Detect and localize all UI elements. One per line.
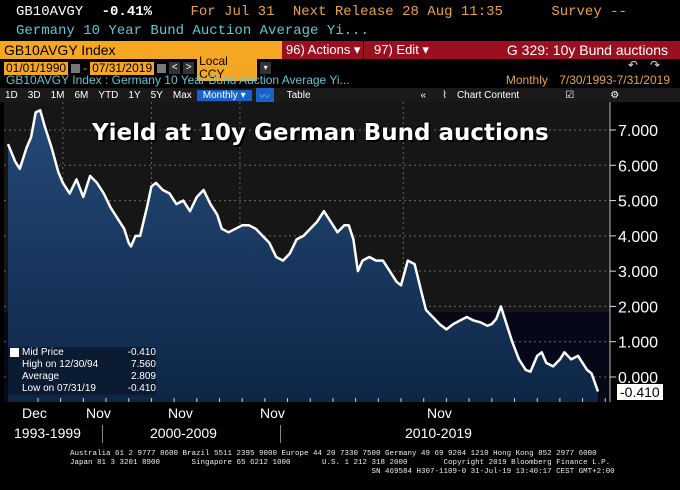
y-tick-label: 6.000	[618, 158, 658, 175]
table-button[interactable]: Table	[286, 89, 311, 101]
collapse-button[interactable]: «	[420, 89, 427, 101]
series-layer	[6, 108, 600, 402]
ticker: GB10AVGY	[16, 4, 84, 20]
ticker-row: GB10AVGY -0.41% For Jul 31 Next Release …	[16, 4, 627, 20]
y-tick-label: 3.000	[618, 264, 658, 281]
footer: Australia 61 2 9777 8600 Brazil 5511 239…	[70, 450, 615, 477]
end-date-input[interactable]: 07/31/2019	[90, 60, 155, 75]
legend-marker-icon	[10, 348, 19, 357]
survey: Survey --	[551, 4, 627, 20]
legend-mid-price: Mid Price -0.410	[8, 347, 156, 359]
last-value-label: -0.410	[617, 384, 663, 400]
command-bar: GB10AVGY Index 96) Actions ▾ 97) Edit ▾ …	[0, 41, 680, 59]
legend-value: -0.410	[127, 383, 156, 394]
y-tick-label: 4.000	[618, 229, 658, 246]
footer-line: Japan 81 3 3201 8900 Singapore 65 6212 1…	[70, 459, 611, 467]
series-area-fill	[8, 110, 598, 402]
info-frequency: Monthly	[505, 73, 548, 87]
x-tick-label: Nov	[86, 405, 111, 421]
x-period-label: 2000-2009	[150, 425, 217, 441]
y-axis: 0.000 1.000 2.000 3.000 4.000 5.000 6.000 7.000	[610, 123, 658, 387]
chart-title: Yield at 10y German Bund auctions	[92, 120, 549, 146]
range-ytd[interactable]: YTD	[98, 89, 119, 101]
info-date-range: 7/30/1993-7/31/2019	[559, 73, 670, 87]
y-tick-label: 2.000	[618, 299, 658, 316]
legend-label: Low on 07/31/19	[22, 383, 96, 394]
range-3d[interactable]: 3D	[27, 89, 41, 101]
actions-menu[interactable]: 96) Actions ▾	[282, 41, 364, 59]
legend-label: High on 12/30/94	[22, 359, 99, 370]
for-label: For Jul 31	[190, 4, 275, 20]
prev-period-button[interactable]: <	[169, 62, 181, 74]
legend: Mid Price -0.410 High on 12/30/94 7.560 Av…	[8, 347, 156, 395]
annotate-icon[interactable]: ☑	[565, 89, 575, 101]
security-input-pad	[210, 41, 282, 59]
y-tick-label: 7.000	[618, 123, 658, 140]
settings-gear-icon[interactable]: ⚙	[610, 89, 620, 101]
security-input[interactable]: GB10AVGY Index	[0, 41, 210, 59]
legend-value: 2.809	[130, 371, 156, 382]
range-6m[interactable]: 6M	[74, 89, 89, 101]
range-max[interactable]: Max	[172, 89, 192, 101]
legend-low: Low on 07/31/19 -0.410	[8, 383, 156, 395]
security-description: Germany 10 Year Bund Auction Average Yi.…	[16, 23, 369, 39]
undo-icon[interactable]: ↶	[627, 58, 638, 72]
currency-select[interactable]: Local CCY	[197, 55, 258, 81]
date-range-bar: 01/01/1990 - 07/31/2019 < > Local CCY ▾	[4, 55, 272, 81]
calendar-icon[interactable]	[71, 63, 81, 73]
range-5y[interactable]: 5Y	[150, 89, 163, 101]
next-release: Next Release 28 Aug 11:35	[292, 4, 503, 20]
range-1d[interactable]: 1D	[5, 89, 18, 101]
date-separator: -	[83, 61, 88, 75]
y-tick-label: 1.000	[618, 335, 658, 352]
chart-content-button[interactable]: Chart Content	[456, 89, 520, 101]
x-period-label: 2010-2019	[405, 425, 472, 441]
period-divider	[102, 425, 103, 443]
x-tick-label: Nov	[260, 405, 285, 421]
line-chart-icon[interactable]: 〰	[255, 87, 274, 103]
footer-line: Australia 61 2 9777 8600 Brazil 5511 239…	[70, 450, 597, 458]
info-line: GB10AVGY Index : Germany 10 Year Bund Au…	[6, 73, 350, 87]
frequency-select[interactable]: Monthly ▾	[196, 89, 252, 101]
chart-content-icon: ⌇	[442, 89, 447, 101]
period-divider	[280, 425, 281, 443]
footer-line: SN 469584 H307-1109-0 31-Jul-19 13:40:17…	[70, 468, 615, 476]
edit-menu[interactable]: 97) Edit ▾	[364, 41, 446, 59]
legend-label: Mid Price	[22, 347, 64, 358]
y-tick-label: 5.000	[618, 194, 658, 211]
legend-label: Average	[22, 371, 60, 382]
start-date-input[interactable]: 01/01/1990	[4, 60, 69, 75]
series-line-mid-price	[6, 108, 600, 392]
next-period-button[interactable]: >	[183, 62, 195, 74]
y-tick-label: 0.000	[618, 370, 658, 387]
graph-title: G 329: 10y Bund auctions	[446, 41, 680, 59]
x-tick-label: Nov	[427, 405, 452, 421]
legend-average: Average 2.809	[8, 371, 156, 383]
x-tick-label: Dec	[22, 405, 47, 421]
change-value: -0.41%	[101, 4, 153, 20]
chart-toolbar: 1D 3D 1M 6M YTD 1Y 5Y Max Monthly ▾ 〰 Ta…	[0, 87, 680, 103]
currency-dropdown-icon[interactable]: ▾	[260, 62, 272, 74]
range-1y[interactable]: 1Y	[128, 89, 141, 101]
calendar-icon[interactable]	[157, 63, 167, 73]
legend-value: 7.560	[130, 359, 156, 370]
legend-high: High on 12/30/94 7.560	[8, 359, 156, 371]
x-period-label: 1993-1999	[14, 425, 81, 441]
x-tick-label: Nov	[168, 405, 193, 421]
range-1m[interactable]: 1M	[50, 89, 65, 101]
info-period: Monthly 7/30/1993-7/31/2019	[506, 73, 670, 87]
legend-value: -0.410	[127, 347, 156, 358]
undo-redo: ↶ ↷	[628, 58, 660, 72]
redo-icon[interactable]: ↷	[649, 58, 660, 72]
